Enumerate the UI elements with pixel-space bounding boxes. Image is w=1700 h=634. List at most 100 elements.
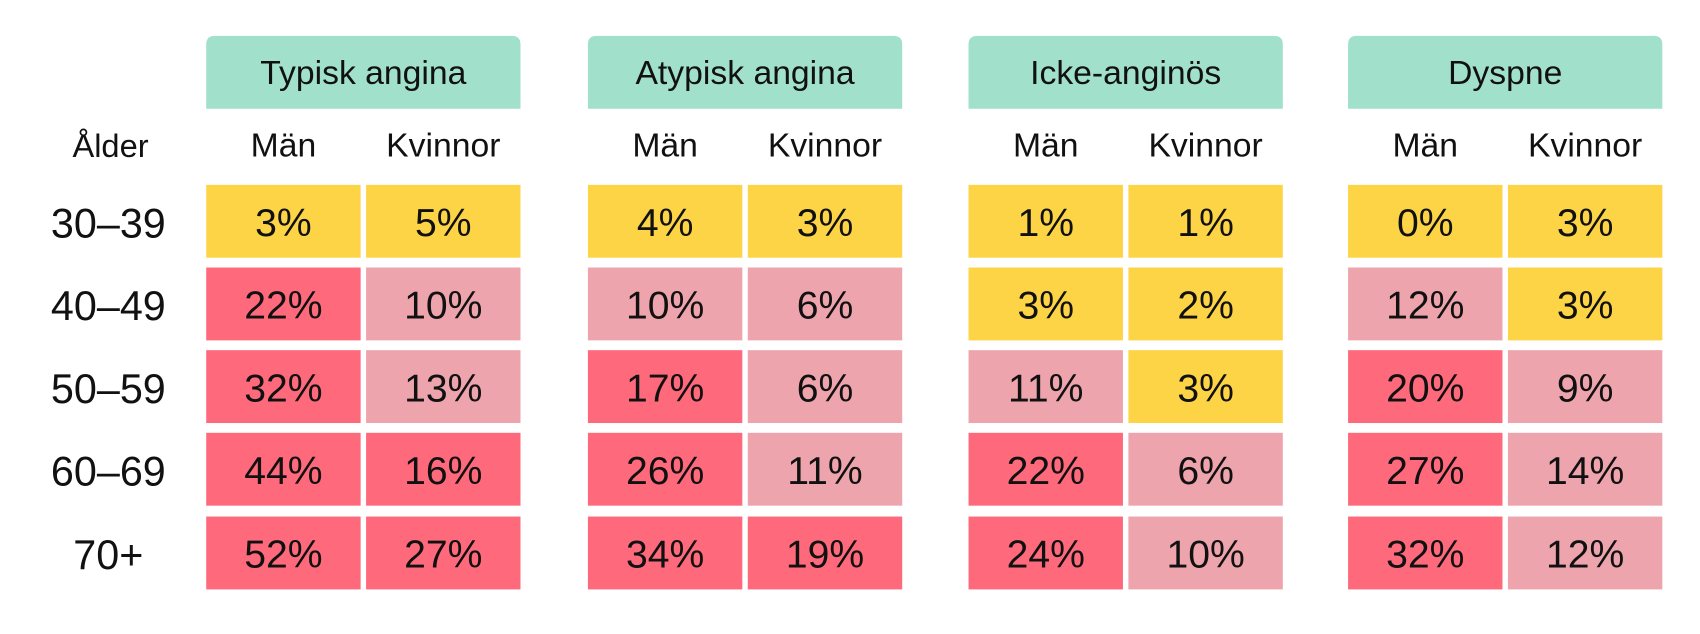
cell bbox=[587, 350, 743, 424]
age-label: 40–49 bbox=[51, 283, 166, 329]
cell-value: 52% bbox=[244, 534, 322, 577]
cell-value: 3% bbox=[1557, 202, 1614, 245]
group-title: Dyspne bbox=[1448, 54, 1562, 92]
cell bbox=[587, 267, 743, 341]
cell bbox=[206, 267, 361, 341]
cell-value: 6% bbox=[797, 367, 854, 410]
cell-value: 3% bbox=[1017, 285, 1074, 328]
cell-value: 1% bbox=[1017, 202, 1074, 245]
cell bbox=[1348, 516, 1503, 590]
cell bbox=[206, 432, 361, 506]
cell-value: 9% bbox=[1557, 367, 1614, 410]
cell-value: 12% bbox=[1546, 534, 1624, 577]
cell bbox=[206, 184, 361, 258]
cell-value: 3% bbox=[1557, 285, 1614, 328]
cell bbox=[587, 516, 743, 590]
cell bbox=[1507, 516, 1663, 590]
column-header: Män bbox=[632, 127, 698, 165]
cell-value: 24% bbox=[1007, 534, 1085, 577]
group-header-box bbox=[1348, 35, 1663, 109]
cell-value: 3% bbox=[255, 202, 312, 245]
column-header: Män bbox=[251, 127, 317, 165]
cell bbox=[968, 184, 1123, 258]
column-header: Män bbox=[1392, 127, 1458, 165]
age-label: 70+ bbox=[73, 532, 143, 578]
cell bbox=[747, 267, 903, 341]
cell-value: 16% bbox=[404, 450, 482, 493]
cell bbox=[1128, 432, 1283, 506]
cell bbox=[1348, 184, 1503, 258]
age-label: 30–39 bbox=[51, 200, 166, 246]
cell bbox=[1507, 432, 1663, 506]
cell bbox=[747, 516, 903, 590]
group-title: Typisk angina bbox=[260, 54, 466, 92]
cell-value: 27% bbox=[404, 534, 482, 577]
cell-value: 6% bbox=[1177, 450, 1234, 493]
cell-value: 11% bbox=[787, 450, 862, 493]
cell-value: 20% bbox=[1386, 367, 1464, 410]
cell bbox=[587, 432, 743, 506]
cell-value: 13% bbox=[404, 367, 482, 410]
cell-value: 11% bbox=[1008, 367, 1083, 410]
cell-value: 6% bbox=[797, 285, 854, 328]
cell-value: 22% bbox=[1007, 450, 1085, 493]
cell bbox=[366, 432, 521, 506]
cell-value: 27% bbox=[1386, 450, 1464, 493]
cell bbox=[968, 432, 1123, 506]
cell-value: 34% bbox=[626, 534, 704, 577]
cell bbox=[747, 350, 903, 424]
cell-value: 10% bbox=[626, 285, 704, 328]
group-header-box bbox=[587, 35, 903, 109]
cell-value: 3% bbox=[797, 202, 854, 245]
cell-value: 0% bbox=[1397, 202, 1454, 245]
cell-value: 32% bbox=[244, 367, 322, 410]
cell-value: 17% bbox=[626, 367, 704, 410]
cell-value: 1% bbox=[1177, 202, 1234, 245]
column-header: Kvinnor bbox=[768, 127, 882, 165]
group-header-box bbox=[206, 35, 521, 109]
cell bbox=[1128, 184, 1283, 258]
age-header: Ålder bbox=[72, 127, 148, 164]
cell bbox=[206, 516, 361, 590]
cell bbox=[1128, 267, 1283, 341]
cell-value: 14% bbox=[1546, 450, 1624, 493]
age-label: 60–69 bbox=[51, 448, 166, 494]
column-header: Män bbox=[1013, 127, 1079, 165]
cell-value: 4% bbox=[637, 202, 694, 245]
cell bbox=[1507, 184, 1663, 258]
column-header: Kvinnor bbox=[386, 127, 500, 165]
column-header: Kvinnor bbox=[1148, 127, 1262, 165]
cell bbox=[1128, 350, 1283, 424]
cell bbox=[587, 184, 743, 258]
cell-value: 32% bbox=[1386, 534, 1464, 577]
cell bbox=[1348, 432, 1503, 506]
cell-value: 3% bbox=[1177, 367, 1234, 410]
cell bbox=[366, 516, 521, 590]
cell bbox=[1128, 516, 1283, 590]
cell bbox=[1507, 267, 1663, 341]
cell bbox=[968, 350, 1123, 424]
cell bbox=[747, 432, 903, 506]
cell bbox=[1507, 350, 1663, 424]
cell-value: 5% bbox=[415, 202, 472, 245]
cell-value: 2% bbox=[1177, 285, 1234, 328]
cell bbox=[1348, 350, 1503, 424]
cell-value: 10% bbox=[404, 285, 482, 328]
cell-value: 19% bbox=[786, 534, 864, 577]
group-title: Atypisk angina bbox=[635, 54, 854, 92]
cell bbox=[1348, 267, 1503, 341]
cell bbox=[206, 350, 361, 424]
cell-value: 10% bbox=[1166, 534, 1244, 577]
cell-value: 26% bbox=[626, 450, 704, 493]
cell-value: 44% bbox=[244, 450, 322, 493]
cell bbox=[747, 184, 903, 258]
cell-value: 12% bbox=[1386, 285, 1464, 328]
group-header-box bbox=[968, 35, 1283, 109]
cell bbox=[968, 516, 1123, 590]
cell bbox=[366, 267, 521, 341]
group-title: Icke-anginös bbox=[1030, 54, 1221, 92]
cell bbox=[366, 350, 521, 424]
column-header: Kvinnor bbox=[1528, 127, 1642, 165]
